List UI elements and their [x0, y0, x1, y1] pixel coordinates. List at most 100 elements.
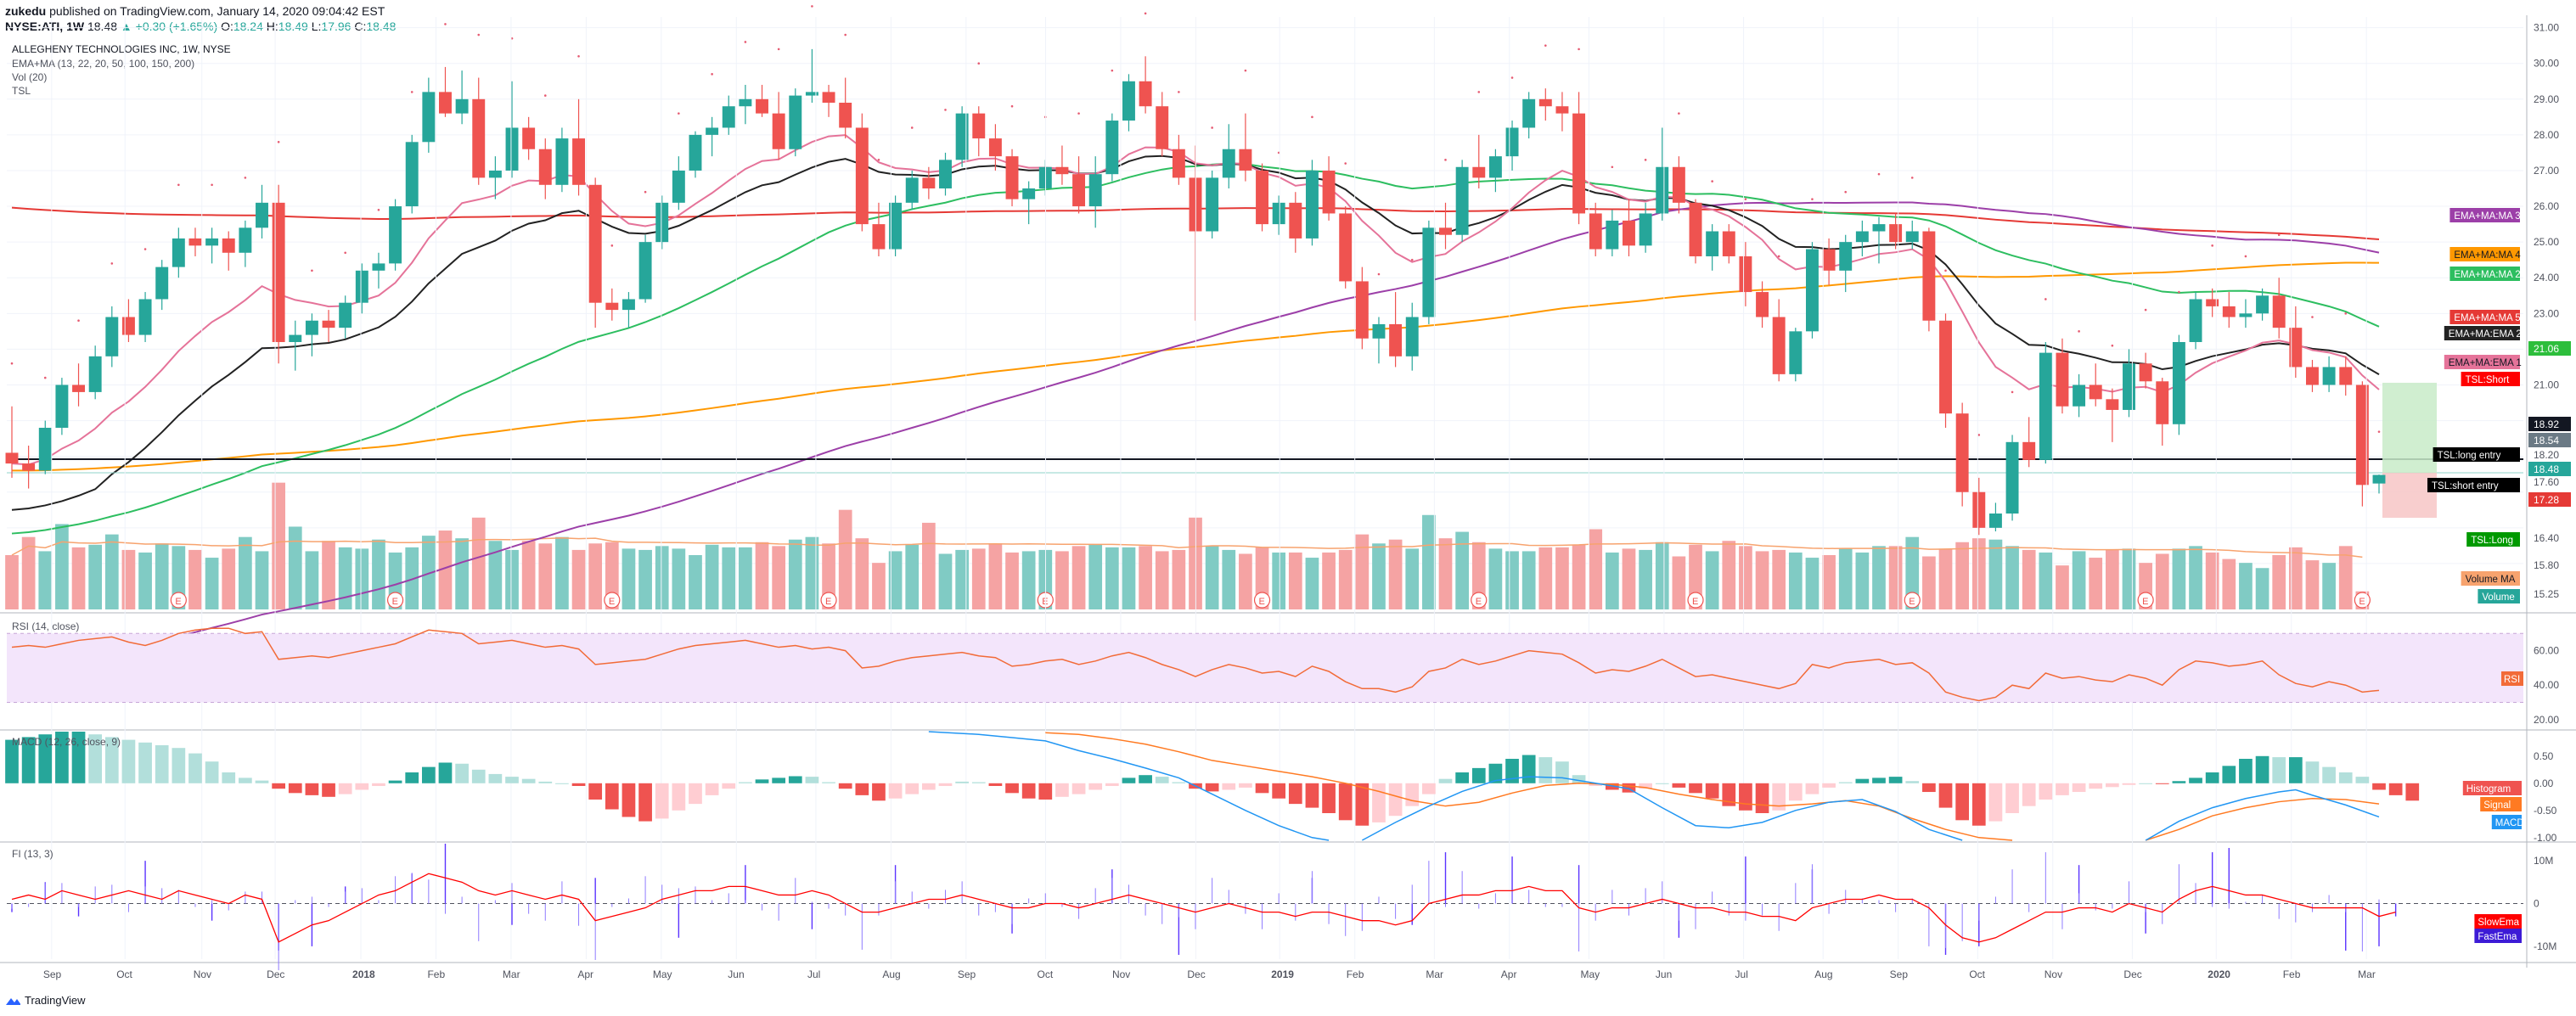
candle-body	[588, 184, 602, 303]
macd-histogram-bar	[638, 783, 652, 822]
volume-bar	[1172, 549, 1186, 609]
legend-badge	[2466, 532, 2520, 547]
macd-histogram-bar	[1005, 783, 1019, 794]
volume-bar	[2239, 563, 2253, 609]
volume-bar	[1005, 552, 1019, 609]
tsl-dot	[444, 23, 447, 25]
candle-body	[2222, 306, 2236, 317]
price-tick-label: 21.00	[2534, 379, 2559, 390]
footer-brand[interactable]: TradingView	[25, 994, 86, 1007]
macd-histogram-bar	[1405, 783, 1420, 806]
legend-badge	[2449, 310, 2520, 324]
macd-histogram-bar	[1155, 777, 1169, 783]
candle-body	[922, 177, 936, 189]
macd-histogram-bar	[1455, 772, 1469, 783]
candle-body	[1455, 166, 1469, 235]
volume-bar	[1438, 538, 1453, 609]
candle-body	[1105, 121, 1119, 175]
earnings-marker-icon	[604, 592, 621, 609]
price-badge	[2528, 462, 2571, 476]
macd-histogram-bar	[355, 783, 369, 790]
candle-body	[1672, 166, 1685, 203]
time-tick-label: Dec	[1187, 968, 1205, 980]
macd-histogram-bar	[588, 783, 603, 800]
macd-histogram-bar	[521, 778, 536, 783]
tsl-dot	[1111, 69, 1114, 72]
volume-bar	[2288, 547, 2303, 609]
tradingview-logo-icon[interactable]	[5, 996, 20, 1006]
fi-legend-label: SlowEma	[2478, 918, 2519, 928]
macd-histogram-bar	[805, 777, 819, 783]
volume-bar	[1922, 556, 1936, 609]
macd-histogram-bar	[338, 783, 352, 794]
macd-histogram-bar	[2139, 783, 2152, 784]
candle-body	[38, 427, 52, 471]
candle-body	[339, 302, 352, 328]
time-tick-label: Sep	[958, 968, 976, 980]
tsl-dot	[711, 73, 713, 76]
macd-histogram-bar	[2005, 783, 2019, 813]
legend-label: EMA+MA:EMA 1	[2449, 358, 2522, 368]
candle-body	[272, 202, 285, 342]
volume-bar	[788, 539, 802, 609]
legend-badge	[2461, 571, 2520, 586]
candle-body	[138, 299, 152, 335]
candle-body	[772, 113, 785, 149]
legend-label: EMA+MA:MA 4	[2454, 250, 2521, 261]
candle-body	[2339, 367, 2353, 385]
volume-bar	[205, 558, 219, 609]
macd-histogram-bar	[421, 766, 436, 783]
tsl-dot	[1910, 177, 1914, 179]
fi-tick-label: 10M	[2534, 855, 2553, 867]
macd-histogram-bar	[1655, 783, 1669, 784]
tsl-dot	[377, 208, 380, 211]
macd-legend-badge	[2491, 815, 2522, 829]
candle-body	[1639, 213, 1652, 246]
volume-bar	[1589, 529, 1603, 609]
tsl-dot	[1010, 104, 1014, 108]
macd-histogram-bar	[2089, 783, 2103, 789]
time-tick-label: Apr	[1501, 968, 1517, 980]
volume-bar	[1872, 546, 1886, 609]
macd-histogram-bar	[222, 772, 236, 783]
legend-badge	[2461, 372, 2520, 386]
macd-legend-label: Histogram	[2466, 784, 2511, 794]
time-tick-label: Aug	[1814, 968, 1832, 980]
candle-body	[1272, 202, 1285, 225]
candle-body	[88, 356, 102, 392]
volume-bar	[689, 555, 702, 609]
volume-bar	[755, 542, 769, 609]
tsl-dot	[2344, 312, 2348, 315]
candle-body	[1339, 213, 1353, 282]
candle-body	[1088, 174, 1102, 207]
candle-body	[1889, 224, 1903, 243]
high-value: 18.49	[278, 20, 308, 33]
candle-body	[1055, 166, 1069, 175]
candle-body	[289, 334, 302, 342]
publisher-user[interactable]: zukedu	[5, 4, 47, 18]
open-label: O:	[221, 20, 233, 33]
indicator-title: TSL	[12, 85, 31, 97]
volume-bar	[1122, 547, 1136, 609]
macd-histogram-bar	[938, 783, 953, 786]
candle-body	[739, 98, 752, 107]
tsl-dot	[344, 251, 346, 255]
tsl-dot	[577, 54, 580, 58]
tsl-dot	[77, 319, 80, 323]
candle-body	[2139, 363, 2152, 382]
candle-body	[1855, 231, 1869, 243]
volume-bar	[405, 547, 419, 609]
volume-bar	[971, 548, 986, 609]
macd-histogram-bar	[1239, 783, 1252, 788]
macd-histogram-bar	[88, 734, 103, 783]
last-price: 18.48	[87, 20, 118, 33]
macd-histogram-bar	[2322, 766, 2336, 783]
macd-histogram-bar	[2205, 772, 2219, 783]
candle-body	[2172, 341, 2185, 424]
price-tick-label: 31.00	[2534, 22, 2559, 34]
time-tick-label: Jul	[1735, 968, 1748, 980]
candle-body	[488, 170, 502, 178]
tsl-dot	[777, 48, 780, 51]
macd-histogram-bar	[2338, 772, 2353, 783]
